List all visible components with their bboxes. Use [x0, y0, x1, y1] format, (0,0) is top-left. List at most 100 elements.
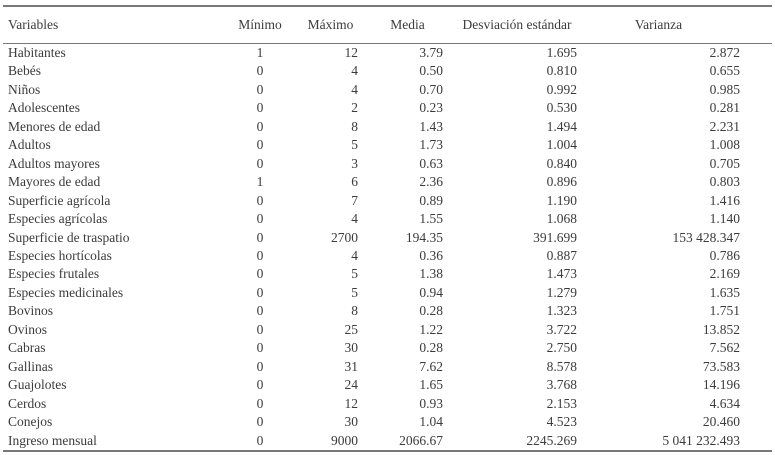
value-cell: 0: [256, 358, 264, 374]
variable-name-cell: Superficie de traspatio: [8, 229, 130, 245]
value-cell: 2.153: [546, 395, 577, 411]
table-row-ingreso-mensual: Ingreso mensual 0 9000 2066.67 2245.269 5 041…: [3, 432, 772, 451]
value-cell: 12: [344, 395, 359, 411]
variable-name-cell: Conejos: [8, 414, 53, 430]
value-cell: 0: [256, 340, 264, 356]
value-cell: 0.36: [419, 247, 443, 263]
value-cell: 2.36: [419, 174, 443, 190]
table-header-row: Variables Mínimo Máximo Media Desviación est…: [3, 6, 772, 44]
value-cell: 2245.269: [526, 432, 577, 448]
value-cell: 1: [256, 45, 264, 60]
value-cell: 2: [351, 100, 358, 116]
variable-name-cell: Habitantes: [8, 45, 66, 60]
table-row-especies-medicinales: Especies medicinales 0 5 0.94 1.279 1.635: [3, 284, 772, 302]
table-row-adultos-mayores: Adultos mayores 0 3 0.63 0.840 0.705: [3, 155, 772, 173]
value-cell: 2.169: [709, 266, 740, 282]
value-cell: 30: [344, 414, 359, 430]
value-cell: 4: [351, 81, 358, 97]
value-cell: 0.985: [709, 81, 740, 97]
table-row-especies-frutales: Especies frutales 0 5 1.38 1.473 2.169: [3, 265, 772, 283]
value-cell: 2700: [331, 229, 358, 245]
value-cell: 3: [351, 155, 358, 171]
table-row-gallinas: Gallinas 0 31 7.62 8.578 73.583: [3, 358, 772, 376]
value-cell: 1.416: [709, 192, 740, 208]
value-cell: 1.004: [546, 137, 577, 153]
value-cell: 1.279: [546, 284, 577, 300]
table-row-conejos: Conejos 0 30 1.04 4.523 20.460: [3, 413, 772, 431]
value-cell: 0.786: [709, 247, 740, 263]
variable-name-cell: Adultos mayores: [8, 155, 100, 171]
value-cell: 3.79: [419, 45, 443, 60]
value-cell: 7: [351, 192, 358, 208]
column-header-maximo: Máximo: [289, 6, 358, 44]
value-cell: 1.323: [546, 303, 577, 319]
value-cell: 0: [256, 432, 264, 448]
table-row-cerdos: Cerdos 0 12 0.93 2.153 4.634: [3, 395, 772, 413]
value-cell: 14.196: [702, 377, 740, 393]
table-row-adultos: Adultos 0 5 1.73 1.004 1.008: [3, 136, 772, 154]
value-cell: 1.38: [419, 266, 443, 282]
table-row-superficie-de-traspatio: Superficie de traspatio 0 2700 194.35 391.69…: [3, 229, 772, 247]
table-row-superficie-agricola: Superficie agrícola 0 7 0.89 1.190 1.416: [3, 192, 772, 210]
table-header: Variables Mínimo Máximo Media Desviación est…: [3, 6, 772, 44]
value-cell: 4: [351, 211, 358, 227]
value-cell: 0.655: [709, 63, 740, 79]
value-cell: 20.460: [702, 414, 740, 430]
value-cell: 0: [256, 81, 264, 97]
value-cell: 0: [256, 266, 264, 282]
value-cell: 0: [256, 63, 264, 79]
table-row-guajolotes: Guajolotes 0 24 1.65 3.768 14.196: [3, 376, 772, 394]
value-cell: 5: [351, 266, 358, 282]
variable-name-cell: Guajolotes: [8, 377, 67, 393]
value-cell: 0: [256, 137, 264, 153]
variable-name-cell: Especies medicinales: [8, 284, 124, 300]
variable-name-cell: Gallinas: [8, 358, 53, 374]
value-cell: 0: [256, 211, 264, 227]
value-cell: 0.896: [546, 174, 577, 190]
value-cell: 0: [256, 192, 264, 208]
value-cell: 0: [256, 284, 264, 300]
value-cell: 0: [256, 377, 264, 393]
value-cell: 1.140: [709, 211, 740, 227]
value-cell: 0.94: [419, 284, 443, 300]
value-cell: 0.992: [546, 81, 577, 97]
value-cell: 0: [256, 303, 264, 319]
value-cell: 8.578: [546, 358, 577, 374]
value-cell: 1.695: [546, 45, 577, 60]
value-cell: 4: [351, 63, 358, 79]
value-cell: 1.65: [419, 377, 443, 393]
value-cell: 0.93: [419, 395, 443, 411]
column-header-variables: Variables: [3, 6, 231, 44]
table-row-menores-de-edad: Menores de edad 0 8 1.43 1.494 2.231: [3, 118, 772, 136]
table-row-cabras: Cabras 0 30 0.28 2.750 7.562: [3, 339, 772, 357]
value-cell: 3.722: [546, 321, 577, 337]
column-header-media: Media: [358, 6, 443, 44]
value-cell: 0.840: [546, 155, 577, 171]
value-cell: 73.583: [702, 358, 740, 374]
value-cell: 7.562: [709, 340, 740, 356]
value-cell: 6: [351, 174, 358, 190]
value-cell: 1.494: [546, 118, 577, 134]
value-cell: 9000: [331, 432, 358, 448]
value-cell: 0: [256, 100, 264, 116]
table-row-especies-agricolas: Especies agrícolas 0 4 1.55 1.068 1.140: [3, 210, 772, 228]
descriptive-statistics-table: Variables Mínimo Máximo Media Desviación est…: [3, 5, 772, 452]
value-cell: 1.55: [419, 211, 443, 227]
value-cell: 2.872: [709, 45, 740, 60]
value-cell: 0.530: [546, 100, 577, 116]
value-cell: 7.62: [419, 358, 443, 374]
variable-name-cell: Menores de edad: [8, 118, 101, 134]
variable-name-cell: Especies agrícolas: [8, 211, 108, 227]
variable-name-cell: Bebés: [8, 63, 41, 79]
value-cell: 4: [351, 247, 358, 263]
value-cell: 1.43: [419, 118, 443, 134]
value-cell: 1.73: [419, 137, 443, 153]
variable-name-cell: Ingreso mensual: [8, 432, 97, 448]
value-cell: 1.04: [419, 414, 443, 430]
column-header-minimo: Mínimo: [231, 6, 289, 44]
table-row-habitantes: Habitantes 1 12 3.79 1.695 2.872: [3, 44, 772, 63]
value-cell: 0: [256, 414, 264, 430]
value-cell: 2.231: [709, 118, 740, 134]
table-row-ovinos: Ovinos 0 25 1.22 3.722 13.852: [3, 321, 772, 339]
value-cell: 0.89: [419, 192, 443, 208]
